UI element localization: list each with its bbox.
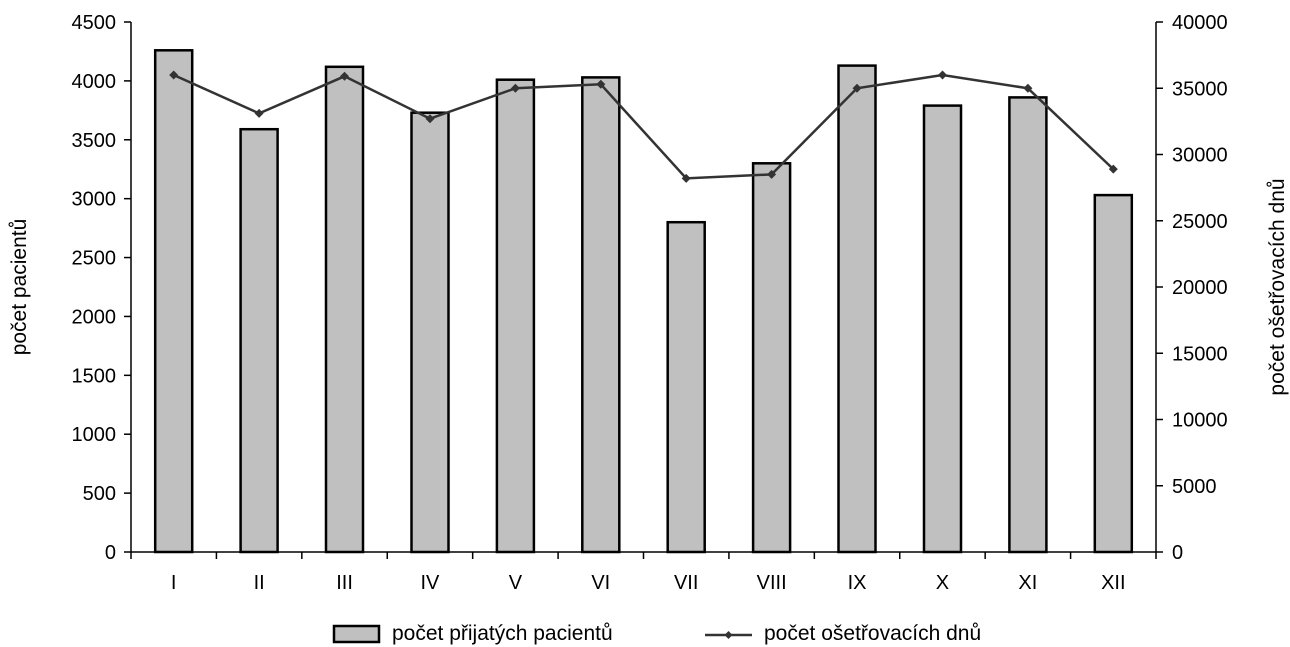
y-left-tick-label: 4500 [72,12,117,34]
legend-line-marker [724,631,733,639]
x-tick-label-III: III [336,572,353,594]
y-right-tick-label: 40000 [1172,12,1228,34]
legend: počet přijatých pacientů počet ošetřovac… [332,622,981,645]
legend-bar-label: počet přijatých pacientů [392,622,613,645]
x-tick-label-IV: IV [421,572,441,594]
bar-IV [410,111,450,554]
y-left-tick-label: 1500 [72,365,117,387]
y-axis-left-title: počet pacientů [8,219,31,356]
y-left-tick-label: 4000 [72,71,117,93]
bar-X [922,104,963,554]
axes-layer: 0 500 1000 1500 2000 2500 3000 3500 4000 4500 0 500… [72,12,1228,594]
line-point-VII [681,173,691,183]
y-left-tick-label: 3500 [72,130,117,152]
bar-V [495,78,536,554]
x-tick-label-V: V [509,572,523,594]
line-point-IX [852,83,862,93]
x-tick-label-VI: VI [591,572,610,594]
bar-II [239,127,279,554]
bar-VIII [751,162,792,554]
y-right-tick-label: 20000 [1172,277,1228,299]
y-left-tick-label: 2000 [72,306,117,328]
bar-VI [581,76,621,554]
x-tick-label-VII: VII [674,572,698,594]
x-tick-label-I: I [171,572,177,594]
line-point-VI [596,79,606,89]
y-right-tick-label: 25000 [1172,211,1228,233]
legend-line-label: počet ošetřovacích dnů [764,622,981,645]
x-tick-label-VIII: VIII [757,572,787,594]
bar-XI [1008,96,1048,554]
line-point-X [938,70,947,80]
x-tick-label-X: X [936,572,949,594]
series-line [173,73,1115,180]
x-tick-label-II: II [254,572,265,594]
x-tick-label-XI: XI [1018,572,1037,594]
line-point-V [510,83,520,93]
line-point-XII [1108,164,1118,174]
bars-layer [153,49,1134,554]
x-tick-label-IX: IX [848,572,867,594]
y-left-tick-label: 1000 [72,424,117,446]
y-right-tick-label: 0 [1172,542,1183,564]
line-point-IV [425,114,435,124]
line-point-I [169,70,179,80]
bar-III [324,65,365,554]
bar-I [153,49,194,554]
y-left-tick-label: 3000 [72,189,117,211]
line-point-III [340,71,349,81]
line-layer [169,70,1118,183]
x-tick-label-XII: XII [1101,572,1125,594]
y-axis-right-title: počet ošetřovacích dnů [1266,178,1289,395]
y-right-tick-label: 10000 [1172,410,1228,432]
y-right-tick-label: 30000 [1172,145,1228,167]
bar-XII [1093,193,1134,554]
bar-VII [666,220,706,554]
y-right-tick-label: 35000 [1172,78,1228,100]
bar-IX [837,64,877,554]
y-right-tick-label: 15000 [1172,343,1228,365]
y-left-tick-label: 0 [105,542,116,564]
line-point-XI [1023,83,1033,93]
y-left-tick-label: 2500 [72,248,117,270]
line-point-VIII [767,169,777,179]
line-point-II [254,108,264,118]
legend-bar-swatch [332,624,381,644]
y-left-tick-label: 500 [83,483,116,505]
y-right-tick-label: 5000 [1172,476,1217,498]
